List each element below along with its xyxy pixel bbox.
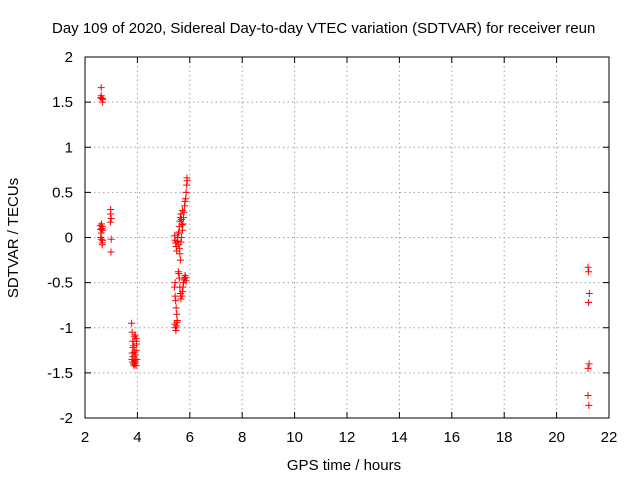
data-point bbox=[131, 348, 139, 356]
y-tick-label: 0 bbox=[65, 230, 73, 247]
y-axis-label: SDTVAR / TECUs bbox=[5, 178, 22, 298]
data-point bbox=[174, 230, 182, 238]
x-tick-label: 22 bbox=[601, 429, 618, 446]
data-point bbox=[97, 84, 105, 92]
tick-labels: 2 4 6 8 10 12 14 16 18 20 22 -2 -1.5 -1 -0.5 0 0.5 1 1.5 2 bbox=[47, 49, 617, 446]
data-point bbox=[177, 210, 185, 218]
data-point bbox=[178, 226, 186, 234]
data-point bbox=[180, 208, 188, 216]
y-tick-label: 0.5 bbox=[52, 184, 73, 201]
data-point bbox=[181, 271, 189, 279]
data-point bbox=[585, 298, 593, 306]
data-point bbox=[107, 210, 115, 218]
data-point bbox=[584, 263, 592, 271]
data-point bbox=[179, 220, 187, 228]
axis-ticks bbox=[84, 56, 610, 419]
y-tick-label: 1.5 bbox=[52, 94, 73, 111]
x-axis-label: GPS time / hours bbox=[287, 457, 401, 474]
data-point bbox=[585, 268, 593, 276]
data-point bbox=[132, 362, 140, 370]
data-point bbox=[182, 188, 190, 196]
data-point bbox=[175, 228, 183, 236]
data-point bbox=[175, 244, 183, 252]
data-point bbox=[180, 214, 188, 222]
data-point bbox=[172, 322, 180, 330]
x-tick-label: 2 bbox=[81, 429, 89, 446]
data-point bbox=[172, 239, 180, 247]
data-point bbox=[173, 310, 181, 318]
data-point bbox=[585, 401, 593, 409]
y-tick-label: 2 bbox=[65, 49, 73, 66]
x-tick-label: 6 bbox=[186, 429, 194, 446]
data-point bbox=[182, 273, 190, 281]
data-point bbox=[178, 206, 186, 214]
x-tick-label: 4 bbox=[133, 429, 141, 446]
data-point bbox=[584, 364, 592, 372]
x-tick-label: 16 bbox=[443, 429, 460, 446]
data-point bbox=[171, 279, 179, 287]
grid-lines bbox=[85, 57, 609, 418]
data-point bbox=[98, 220, 106, 228]
data-point bbox=[132, 346, 140, 354]
data-point bbox=[175, 270, 183, 278]
data-points bbox=[96, 84, 593, 409]
data-point bbox=[173, 318, 181, 326]
data-point bbox=[585, 289, 593, 297]
data-point bbox=[99, 226, 107, 234]
x-tick-label: 10 bbox=[286, 429, 303, 446]
data-point bbox=[182, 195, 190, 203]
data-point bbox=[172, 326, 180, 334]
data-point bbox=[183, 174, 191, 182]
data-point bbox=[584, 391, 592, 399]
data-point bbox=[98, 241, 106, 249]
data-point bbox=[131, 360, 139, 368]
x-tick-label: 20 bbox=[548, 429, 565, 446]
data-point bbox=[172, 297, 180, 305]
x-tick-label: 18 bbox=[496, 429, 513, 446]
chart-title: Day 109 of 2020, Sidereal Day-to-day VTE… bbox=[52, 20, 595, 37]
data-point bbox=[99, 95, 107, 103]
data-point bbox=[132, 337, 140, 345]
data-point bbox=[107, 248, 115, 256]
y-tick-label: -1 bbox=[60, 320, 73, 337]
data-point bbox=[106, 218, 114, 226]
data-point bbox=[183, 181, 191, 189]
y-tick-label: -2 bbox=[60, 410, 73, 427]
data-point bbox=[182, 277, 190, 285]
data-point bbox=[585, 360, 593, 368]
data-point bbox=[176, 256, 184, 264]
data-point bbox=[177, 238, 185, 246]
data-point bbox=[177, 234, 185, 241]
data-point bbox=[174, 268, 182, 276]
data-point bbox=[176, 250, 184, 258]
x-tick-label: 14 bbox=[391, 429, 408, 446]
data-point bbox=[181, 202, 189, 210]
data-point bbox=[131, 331, 139, 339]
data-point bbox=[172, 304, 180, 312]
data-point bbox=[98, 95, 106, 103]
data-point bbox=[128, 319, 136, 327]
y-tick-label: -1.5 bbox=[47, 365, 73, 382]
data-point bbox=[97, 235, 105, 243]
data-point bbox=[178, 288, 186, 296]
data-point bbox=[178, 292, 186, 300]
data-point bbox=[107, 235, 115, 243]
x-tick-label: 8 bbox=[238, 429, 246, 446]
data-point bbox=[178, 221, 186, 229]
data-point bbox=[173, 237, 181, 245]
data-point bbox=[129, 353, 137, 361]
data-point bbox=[179, 283, 187, 291]
data-point bbox=[130, 342, 138, 350]
data-point bbox=[171, 292, 179, 300]
y-tick-label: -0.5 bbox=[47, 275, 73, 292]
x-tick-label: 12 bbox=[339, 429, 356, 446]
data-point bbox=[133, 355, 141, 363]
y-tick-label: 1 bbox=[65, 139, 73, 156]
data-point bbox=[171, 232, 179, 240]
data-point bbox=[107, 215, 115, 223]
